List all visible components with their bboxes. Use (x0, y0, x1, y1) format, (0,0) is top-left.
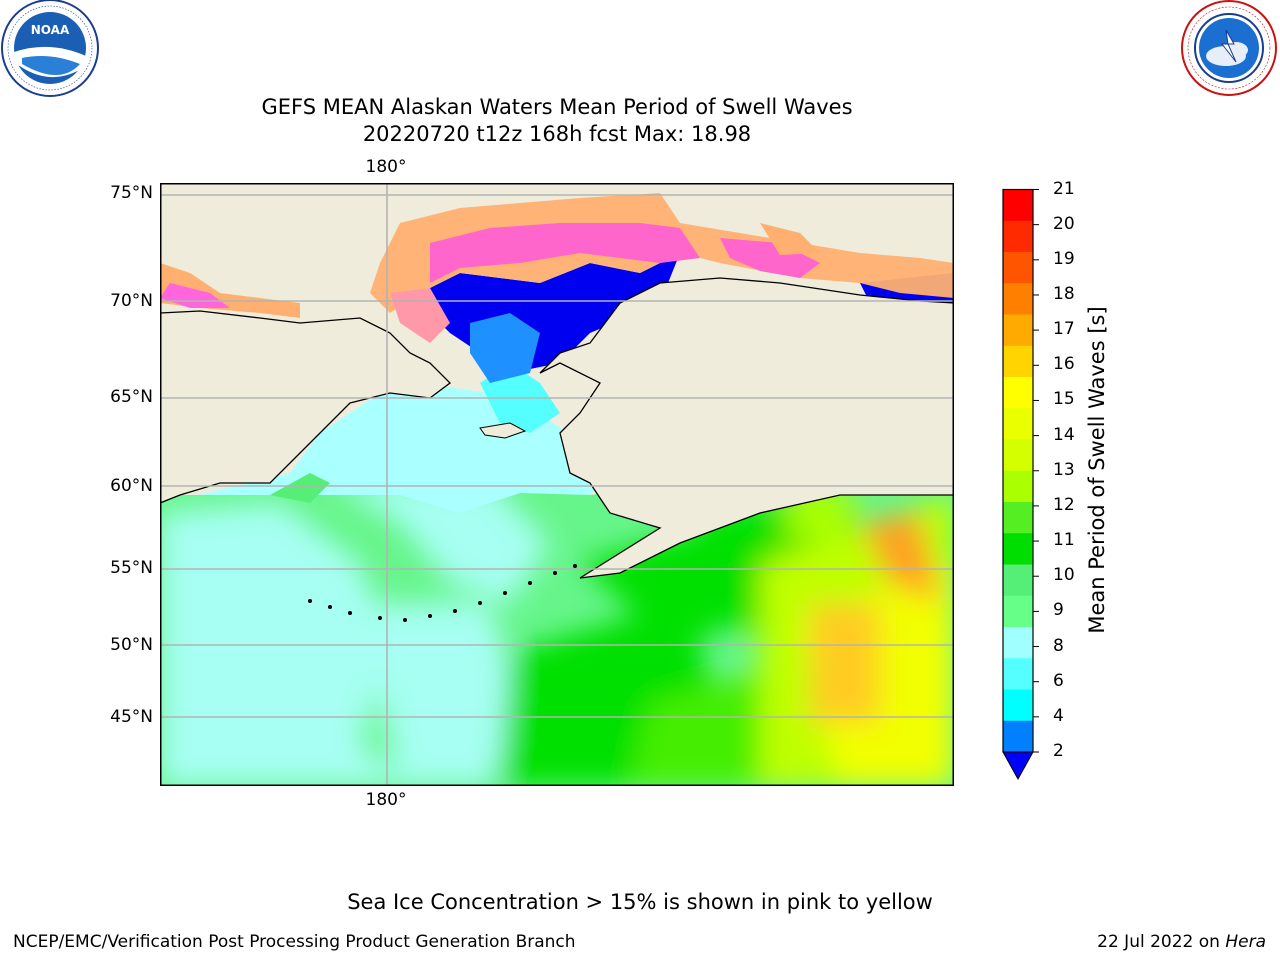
colorbar-swatch (1003, 627, 1033, 659)
graticule (160, 183, 954, 786)
colorbar-swatch (1003, 470, 1033, 503)
lat-label-60: 60°N (110, 476, 153, 496)
colorbar-swatch (1003, 314, 1033, 347)
alaska-land (539, 277, 954, 579)
lat-label-70: 70°N (110, 291, 153, 311)
kotzebue-field (470, 313, 540, 383)
lat-label-75: 75°N (110, 183, 153, 203)
footer-date: 22 Jul 2022 on Hera (1097, 932, 1266, 952)
colorbar-swatch (1003, 220, 1033, 253)
colorbar-swatch (1003, 720, 1033, 753)
colorbar-tick-label: 20 (1053, 213, 1075, 234)
lat-label-55: 55°N (110, 558, 153, 578)
colorbar-swatch (1003, 658, 1033, 690)
colorbar-swatch (1003, 564, 1033, 597)
map-plot (160, 183, 954, 786)
colorbar-swatch (1003, 502, 1033, 534)
colorbar-tick-label: 18 (1053, 283, 1075, 304)
colorbar-tick-label: 11 (1053, 530, 1075, 551)
colorbar-tick-label: 14 (1053, 424, 1075, 445)
colorbar-swatch (1003, 408, 1033, 440)
plot-title-line2: 20220720 t12z 168h fcst Max: 18.98 (362, 122, 752, 146)
colorbar-tick-label: 17 (1053, 319, 1075, 340)
colorbar-swatch (1003, 283, 1033, 315)
colorbar-tick-label: 9 (1053, 600, 1064, 621)
lon-label-top: 180° (365, 157, 407, 177)
footer-date-text: 22 Jul 2022 on (1097, 932, 1226, 952)
colorbar-tick-label: 21 (1053, 178, 1075, 199)
colorbar-swatch (1003, 595, 1033, 628)
colorbar-swatch (1003, 689, 1033, 722)
colorbar-tick-label: 8 (1053, 635, 1064, 656)
colorbar-swatch (1003, 439, 1033, 472)
aleutian-islands (308, 564, 577, 622)
sea-ice-note: Sea Ice Concentration > 15% is shown in … (347, 890, 933, 914)
colorbar-tick-label: 19 (1053, 248, 1075, 269)
lat-label-45: 45°N (110, 707, 153, 727)
map-frame (160, 183, 954, 786)
colorbar-tick-label: 15 (1053, 389, 1075, 410)
nws-logo (1181, 0, 1277, 96)
bering-green-patch (270, 473, 330, 503)
colorbar-extend-arrow (1002, 751, 1034, 781)
colorbar-tick-label: 12 (1053, 494, 1075, 515)
colorbar-tick-label: 16 (1053, 354, 1075, 375)
colorbar-tick-label: 4 (1053, 705, 1064, 726)
st-lawrence-island (479, 422, 527, 439)
lat-label-65: 65°N (110, 387, 153, 407)
colorbar-tick-label: 10 (1053, 565, 1075, 586)
colorbar-swatch (1003, 189, 1033, 222)
noaa-logo: NOAA (1, 0, 99, 97)
colorbar-swatch (1003, 533, 1033, 565)
plot-title-line1: GEFS MEAN Alaskan Waters Mean Period of … (261, 95, 853, 119)
footer-branch: NCEP/EMC/Verification Post Processing Pr… (13, 932, 576, 952)
colorbar (1002, 188, 1039, 781)
swell-period-field (160, 483, 954, 786)
footer-machine: Hera (1225, 932, 1266, 952)
noaa-logo-text: NOAA (31, 23, 70, 37)
colorbar-tick-label: 13 (1053, 459, 1075, 480)
colorbar-title: Mean Period of Swell Waves [s] (1085, 306, 1109, 634)
lon-label-bottom: 180° (365, 790, 407, 810)
lat-label-50: 50°N (110, 635, 153, 655)
colorbar-swatch (1003, 377, 1033, 409)
colorbar-tick-label: 6 (1053, 670, 1064, 691)
colorbar-swatch (1003, 252, 1033, 284)
colorbar-swatch (1003, 345, 1033, 378)
colorbar-tick-label: 2 (1053, 741, 1064, 761)
